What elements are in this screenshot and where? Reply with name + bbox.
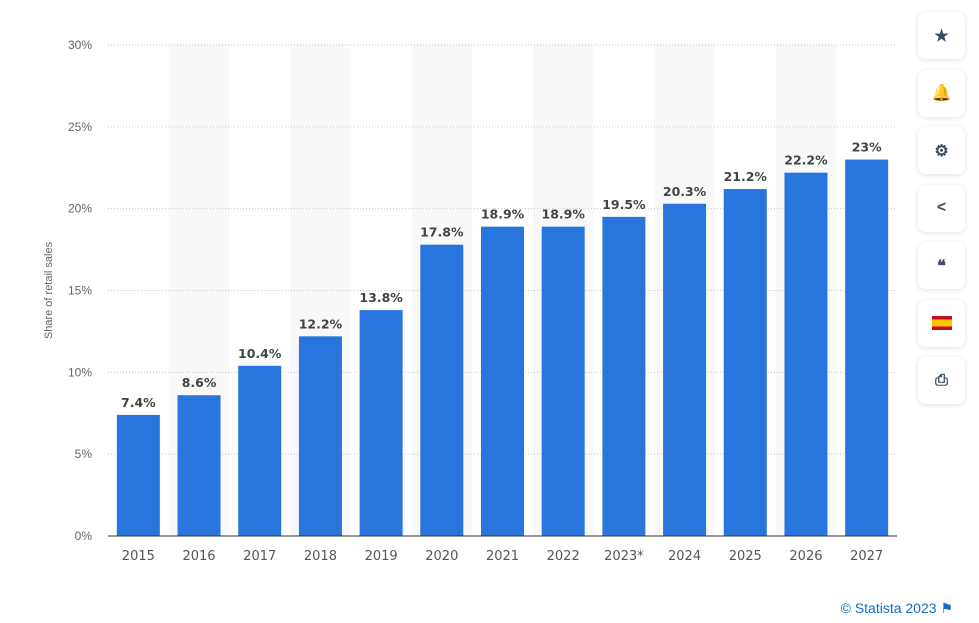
bell-icon: 🔔 <box>931 85 952 102</box>
x-tick-label: 2026 <box>789 549 822 564</box>
statista-credit[interactable]: © Statista 2023 ⚑ <box>841 600 953 617</box>
data-label: 19.5% <box>602 197 646 212</box>
credit-text: © Statista 2023 <box>840 600 937 616</box>
share-icon: < <box>936 199 947 216</box>
x-tick-label: 2024 <box>668 549 701 564</box>
bar-2015 <box>116 414 160 536</box>
x-tick-label: 2025 <box>729 549 762 564</box>
bar-2017 <box>238 365 282 536</box>
y-tick-label: 25% <box>68 120 92 134</box>
data-label: 12.2% <box>299 316 343 331</box>
x-tick-label: 2019 <box>365 549 398 564</box>
y-tick-label: 30% <box>68 38 92 52</box>
data-label: 13.8% <box>359 290 403 305</box>
x-tick-label: 2017 <box>243 549 276 564</box>
y-tick-label: 20% <box>68 202 92 216</box>
data-label: 8.6% <box>182 375 217 390</box>
bar-2024 <box>663 203 707 537</box>
bar-2022 <box>541 226 585 537</box>
bar-2016 <box>177 395 221 536</box>
y-tick-label: 15% <box>68 284 92 298</box>
star-icon: ★ <box>934 27 949 45</box>
x-tick-label: 2023* <box>604 549 644 564</box>
gear-button[interactable]: ⚙ <box>918 127 965 174</box>
data-label: 18.9% <box>542 207 586 222</box>
data-label: 20.3% <box>663 184 707 199</box>
spain-flag-icon <box>931 316 952 330</box>
x-tick-label: 2022 <box>547 549 580 564</box>
y-axis-label: Share of retail sales <box>43 241 55 339</box>
y-tick-label: 0% <box>75 529 93 543</box>
print-icon: ⎙ <box>935 371 948 389</box>
y-tick-label: 10% <box>68 365 92 379</box>
x-tick-label: 2021 <box>486 549 519 564</box>
bar-2018 <box>298 336 342 536</box>
gear-icon: ⚙ <box>934 142 949 160</box>
share-button[interactable]: < <box>918 184 965 232</box>
y-tick-label: 5% <box>75 447 93 461</box>
quote-button[interactable]: ❝ <box>918 242 965 289</box>
bar-2019 <box>359 310 403 536</box>
bar-2025 <box>723 189 767 536</box>
data-label: 7.4% <box>121 395 156 410</box>
print-button[interactable]: ⎙ <box>918 357 965 404</box>
bar-chart: 0% 5% 10% 15% 20% 25% 30% Share of retail sales… <box>43 38 897 564</box>
bar-2020 <box>420 244 464 536</box>
bar-2026 <box>784 172 828 536</box>
flag-icon: ⚑ <box>940 600 953 616</box>
data-label: 22.2% <box>784 153 828 168</box>
quote-icon: ❝ <box>937 257 946 275</box>
data-label: 18.9% <box>481 207 525 222</box>
bar-2027 <box>845 159 889 537</box>
x-tick-label: 2016 <box>182 549 215 564</box>
data-label: 23% <box>852 140 882 155</box>
x-tick-label: 2015 <box>122 549 155 564</box>
data-label: 17.8% <box>420 225 464 240</box>
x-tick-label: 2020 <box>425 549 458 564</box>
data-label: 10.4% <box>238 346 282 361</box>
data-label: 21.2% <box>724 169 768 184</box>
bar-2023* <box>602 216 646 536</box>
x-tick-label: 2027 <box>850 549 883 564</box>
star-button[interactable]: ★ <box>918 12 965 59</box>
x-tick-label: 2018 <box>304 549 337 564</box>
spain-flag-button[interactable] <box>918 299 965 347</box>
bell-button[interactable]: 🔔 <box>918 69 965 117</box>
bar-2021 <box>481 226 524 537</box>
